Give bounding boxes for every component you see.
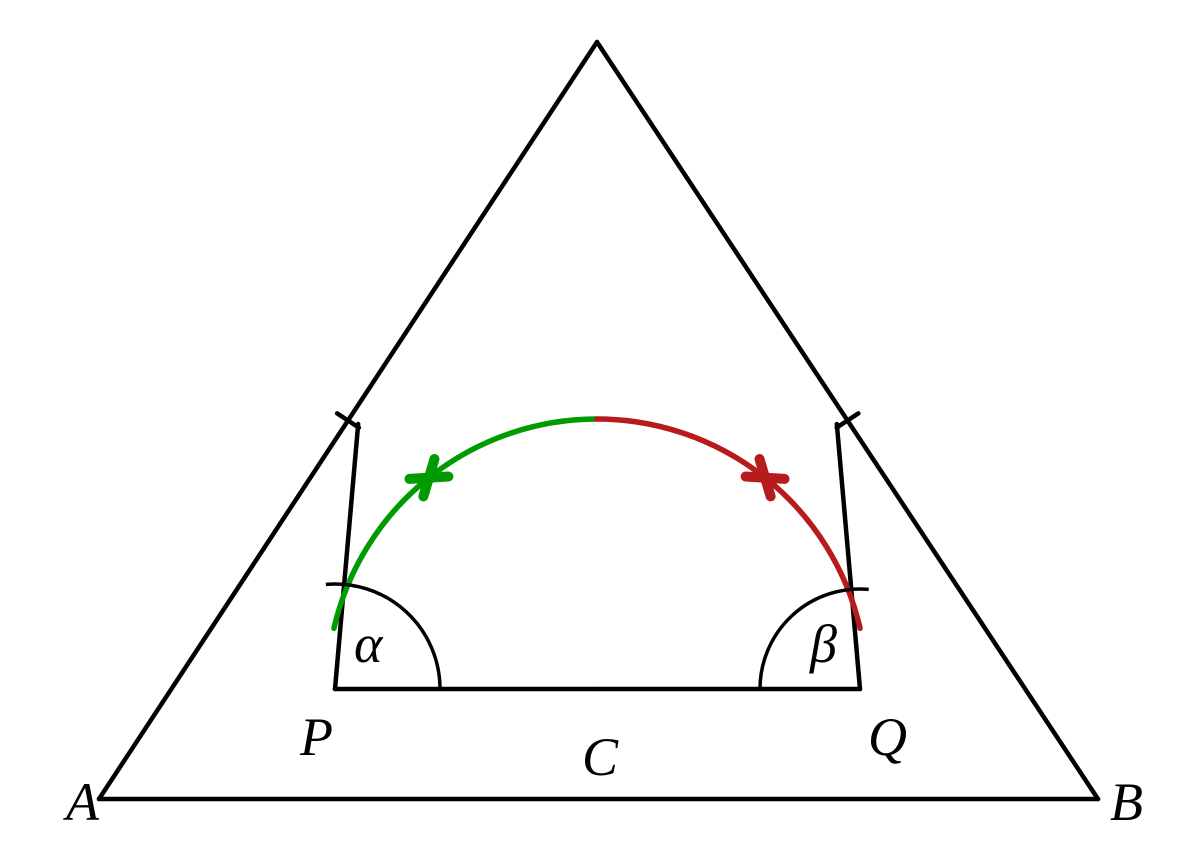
label-c: C xyxy=(582,727,619,787)
label-alpha: α xyxy=(354,614,384,674)
label-p: P xyxy=(299,707,333,767)
arc-tick-right-b xyxy=(746,477,785,479)
arc-tick-left-b xyxy=(423,459,434,496)
tick-right-side xyxy=(837,413,859,427)
label-beta: β xyxy=(809,614,837,674)
label-q: Q xyxy=(868,707,907,767)
arc-left xyxy=(334,419,597,628)
tangent-from-q xyxy=(837,424,860,689)
label-a: A xyxy=(63,772,100,832)
label-b: B xyxy=(1110,772,1143,832)
tick-left-side xyxy=(337,413,359,427)
